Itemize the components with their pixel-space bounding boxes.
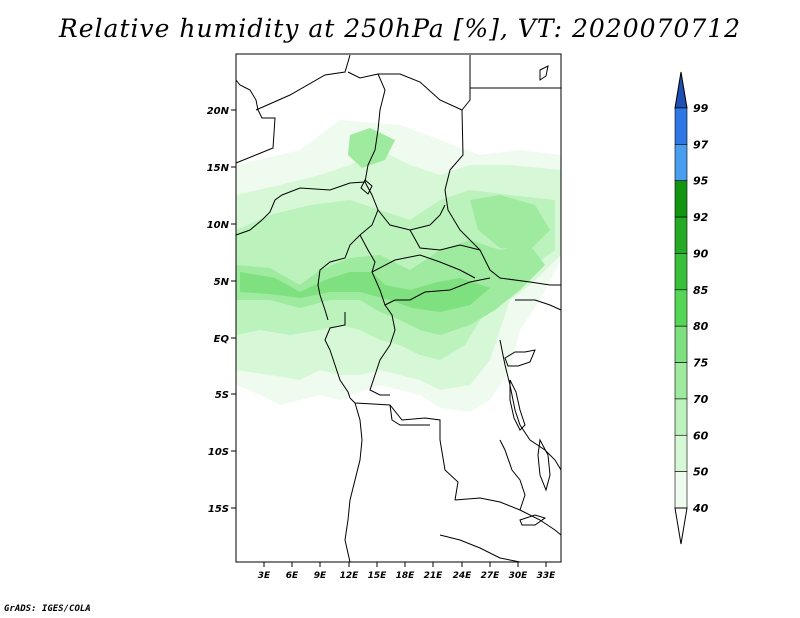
colorbar-segment (674, 398, 688, 436)
colorbar-label: 75 (693, 357, 709, 370)
lon-label: 21E (424, 571, 444, 581)
colorbar-segment (674, 144, 688, 182)
colorbar-label: 70 (693, 393, 709, 406)
lon-label: 3E (258, 571, 271, 581)
colorbar-label: 40 (692, 502, 709, 515)
colorbar-label: 99 (693, 102, 709, 115)
lat-label: 15S (208, 504, 229, 515)
colorbar-segment (674, 471, 688, 509)
colorbar-label: 97 (693, 138, 709, 151)
colorbar-segment (674, 107, 688, 145)
lon-label: 9E (314, 571, 327, 581)
lon-label: 27E (481, 571, 501, 581)
longitude-axis: 3E 6E 9E 12E 15E 18E 21E 24E 27E 30E 33E (258, 562, 556, 581)
latitude-axis: 20N 15N 10N 5N EQ 5S 10S 15S (207, 106, 236, 515)
grads-credit: GrADS: IGES/COLA (4, 604, 91, 614)
colorbar-label: 95 (693, 175, 709, 188)
colorbar-segment (674, 325, 688, 363)
lon-label: 24E (453, 571, 473, 581)
colorbar-segments (674, 107, 688, 509)
map-title: Relative humidity at 250hPa [%], VT: 202… (58, 14, 742, 43)
lat-label: 5N (214, 277, 230, 288)
lon-label: 18E (396, 571, 416, 581)
lon-label: 30E (509, 571, 529, 581)
lakes (360, 65, 551, 526)
colorbar-label: 90 (693, 247, 709, 260)
lon-label: 15E (368, 571, 388, 581)
lon-label: 33E (537, 571, 557, 581)
colorbar-labels: 99 97 95 92 90 85 80 75 70 60 50 40 (692, 102, 709, 515)
lat-label: 10S (208, 447, 229, 458)
lat-label: 10N (207, 220, 230, 231)
lon-label: 6E (286, 571, 299, 581)
colorbar-bottom-arrow (674, 507, 688, 545)
colorbar-segment (674, 180, 688, 218)
colorbar-segment (674, 289, 688, 327)
map-frame (235, 53, 562, 563)
colorbar-label: 92 (693, 211, 709, 224)
colorbar-segment (674, 362, 688, 400)
country-borders (235, 54, 562, 563)
colorbar: 99 97 95 92 90 85 80 75 70 60 50 40 (674, 71, 709, 545)
lon-label: 12E (340, 571, 360, 581)
lat-label: 15N (207, 163, 230, 174)
colorbar-segment (674, 216, 688, 254)
colorbar-label: 80 (693, 320, 709, 333)
colorbar-segment (674, 253, 688, 291)
lat-label: 20N (207, 106, 230, 117)
colorbar-label: 60 (693, 429, 709, 442)
colorbar-top-arrow (674, 71, 688, 109)
colorbar-segment (674, 434, 688, 472)
colorbar-label: 85 (693, 284, 709, 297)
lat-label: 5S (215, 390, 229, 401)
lat-label: EQ (214, 334, 230, 345)
colorbar-label: 50 (693, 466, 709, 479)
humidity-shading (236, 120, 561, 412)
